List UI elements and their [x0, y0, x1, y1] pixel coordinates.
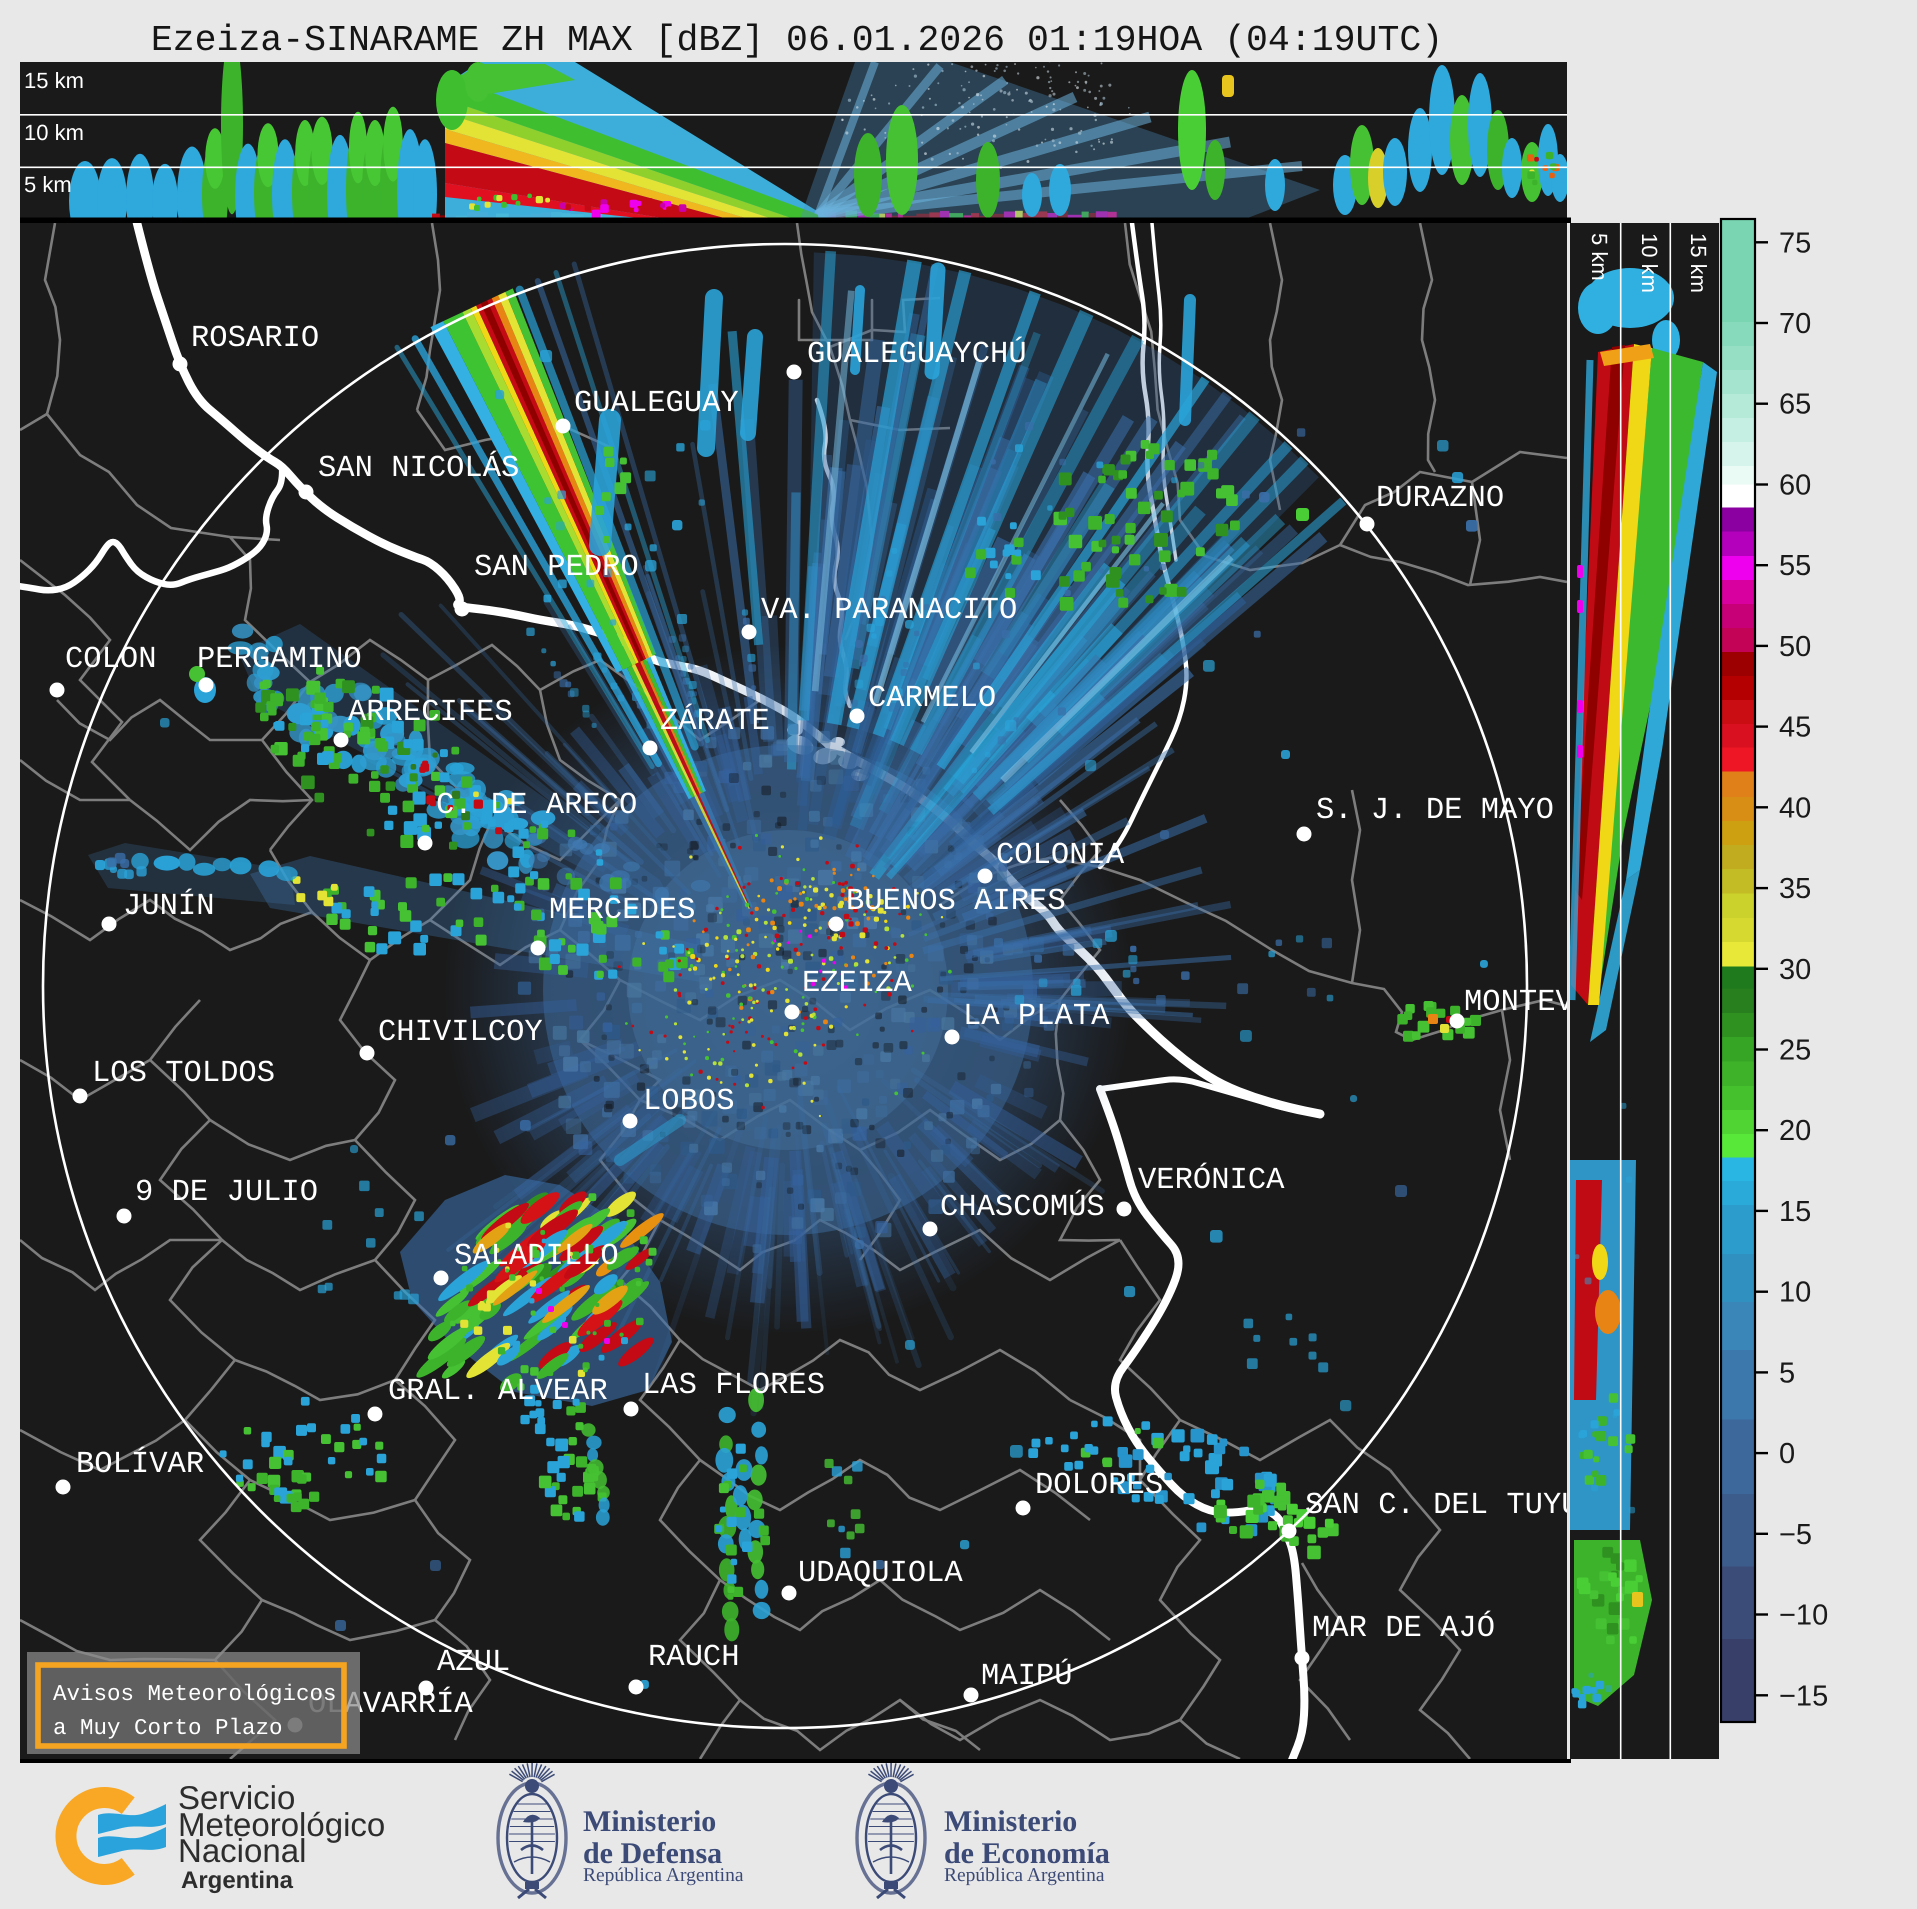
svg-text:de Defensa: de Defensa — [583, 1837, 722, 1870]
svg-text:BOLÍVAR: BOLÍVAR — [76, 1446, 204, 1482]
svg-text:60: 60 — [1779, 470, 1811, 502]
svg-text:30: 30 — [1779, 954, 1811, 986]
svg-text:70: 70 — [1779, 308, 1811, 340]
svg-text:10 km: 10 km — [24, 120, 84, 145]
svg-text:25: 25 — [1779, 1035, 1811, 1067]
svg-text:55: 55 — [1779, 550, 1811, 582]
svg-text:República Argentina: República Argentina — [583, 1865, 744, 1886]
svg-text:ARRECIFES: ARRECIFES — [348, 696, 513, 730]
svg-text:VA. PARANACITO: VA. PARANACITO — [761, 594, 1017, 628]
svg-text:5 km: 5 km — [1587, 233, 1612, 281]
svg-text:Argentina: Argentina — [181, 1867, 294, 1894]
svg-text:S. J. DE MAYO: S. J. DE MAYO — [1316, 794, 1554, 828]
svg-text:40: 40 — [1779, 792, 1811, 824]
svg-text:AZUL: AZUL — [437, 1646, 510, 1680]
svg-text:SALADILLO: SALADILLO — [454, 1240, 619, 1274]
svg-text:LAS FLORES: LAS FLORES — [642, 1369, 825, 1403]
svg-text:VERÓNICA: VERÓNICA — [1138, 1162, 1285, 1198]
svg-text:Servicio: Servicio — [178, 1779, 295, 1816]
svg-text:15 km: 15 km — [24, 68, 84, 93]
svg-text:DURAZNO: DURAZNO — [1376, 482, 1504, 516]
svg-text:CHIVILCOY: CHIVILCOY — [378, 1016, 543, 1050]
svg-text:75: 75 — [1779, 227, 1811, 259]
svg-text:RAUCH: RAUCH — [648, 1641, 740, 1675]
svg-text:GRAL. ALVEAR: GRAL. ALVEAR — [388, 1375, 608, 1409]
svg-text:−15: −15 — [1779, 1680, 1828, 1712]
svg-text:SAN PEDRO: SAN PEDRO — [474, 551, 639, 585]
svg-text:15: 15 — [1779, 1196, 1811, 1228]
svg-text:LOBOS: LOBOS — [643, 1085, 735, 1119]
svg-text:LA PLATA: LA PLATA — [963, 1000, 1110, 1034]
svg-text:5 km: 5 km — [24, 172, 72, 197]
svg-text:65: 65 — [1779, 389, 1811, 421]
svg-text:UDAQUIOLA: UDAQUIOLA — [798, 1557, 963, 1591]
svg-text:DOLORES: DOLORES — [1035, 1469, 1163, 1503]
svg-text:MONTEVIDEO: MONTEVIDEO — [1464, 986, 1647, 1020]
svg-text:0: 0 — [1779, 1438, 1795, 1470]
svg-text:Meteorológico: Meteorológico — [178, 1806, 385, 1843]
svg-text:−5: −5 — [1779, 1519, 1812, 1551]
svg-text:MAR DE AJÓ: MAR DE AJÓ — [1312, 1610, 1495, 1646]
svg-text:20: 20 — [1779, 1115, 1811, 1147]
svg-text:PERGAMINO: PERGAMINO — [197, 643, 362, 677]
svg-text:COLON: COLON — [65, 643, 157, 677]
svg-text:Ministerio: Ministerio — [944, 1805, 1077, 1838]
svg-text:República Argentina: República Argentina — [944, 1865, 1105, 1886]
svg-text:CARMELO: CARMELO — [868, 682, 996, 716]
svg-text:10: 10 — [1779, 1277, 1811, 1309]
svg-text:SAN C. DEL TUYÚ: SAN C. DEL TUYÚ — [1305, 1487, 1580, 1523]
svg-text:Avisos Meteorológicos: Avisos Meteorológicos — [53, 1681, 337, 1707]
svg-text:GUALEGUAY: GUALEGUAY — [574, 387, 739, 421]
svg-text:45: 45 — [1779, 712, 1811, 744]
svg-text:SAN NICOLÁS: SAN NICOLÁS — [318, 450, 519, 486]
svg-text:BUENOS AIRES: BUENOS AIRES — [846, 885, 1066, 919]
svg-text:Nacional: Nacional — [178, 1832, 306, 1869]
svg-text:a Muy Corto Plazo: a Muy Corto Plazo — [53, 1715, 283, 1741]
svg-text:COLONIA: COLONIA — [996, 839, 1125, 873]
svg-text:Ezeiza-SINARAME ZH MAX [dBZ] 0: Ezeiza-SINARAME ZH MAX [dBZ] 06.01.2026 … — [151, 20, 1443, 61]
svg-text:de Economía: de Economía — [944, 1837, 1110, 1870]
svg-text:C. DE ARECO: C. DE ARECO — [436, 789, 637, 823]
svg-text:10 km: 10 km — [1637, 233, 1662, 293]
svg-text:ROSARIO: ROSARIO — [191, 322, 319, 356]
svg-text:50: 50 — [1779, 631, 1811, 663]
svg-text:ZÁRATE: ZÁRATE — [660, 703, 770, 739]
svg-text:−10: −10 — [1779, 1600, 1828, 1632]
svg-text:5: 5 — [1779, 1357, 1795, 1389]
svg-text:15 km: 15 km — [1686, 233, 1711, 293]
svg-text:MAIPÚ: MAIPÚ — [981, 1658, 1073, 1694]
svg-text:JUNÍN: JUNÍN — [123, 888, 215, 924]
svg-text:LOS TOLDOS: LOS TOLDOS — [92, 1057, 275, 1091]
svg-text:Ministerio: Ministerio — [583, 1805, 716, 1838]
svg-text:CHASCOMÚS: CHASCOMÚS — [940, 1189, 1105, 1225]
svg-text:GUALEGUAYCHÚ: GUALEGUAYCHÚ — [807, 336, 1027, 372]
svg-text:MERCEDES: MERCEDES — [549, 894, 695, 928]
svg-text:EZEIZA: EZEIZA — [802, 967, 913, 1001]
svg-text:35: 35 — [1779, 873, 1811, 905]
svg-text:9 DE JULIO: 9 DE JULIO — [135, 1176, 318, 1210]
